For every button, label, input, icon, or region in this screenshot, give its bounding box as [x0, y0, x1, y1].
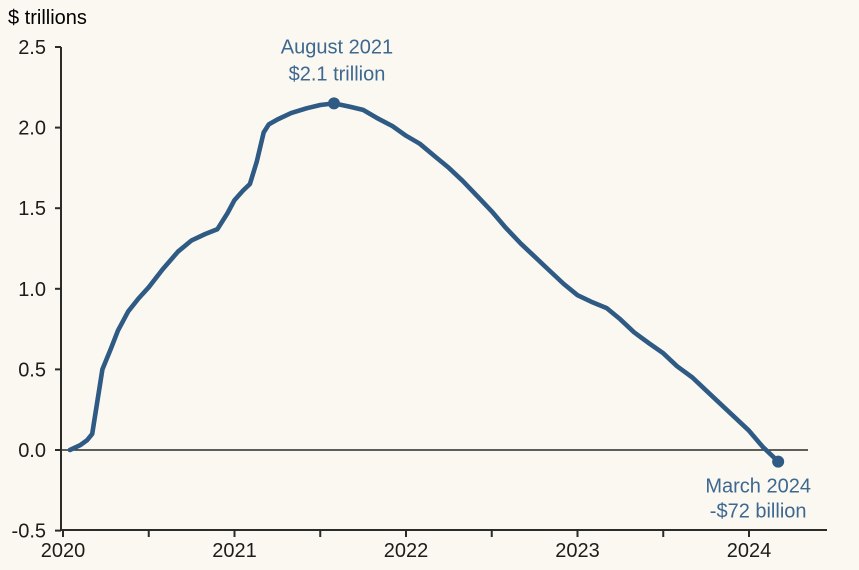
y-axis-tick-label: 0.0	[18, 440, 46, 462]
peak-annotation-line: $2.1 trillion	[289, 63, 386, 85]
y-axis-tick-label: 2.5	[18, 37, 46, 59]
x-axis-tick-label: 2022	[384, 540, 429, 562]
y-axis-unit-label: $ trillions	[8, 7, 87, 29]
y-axis-tick-label: -0.5	[12, 521, 46, 543]
x-axis-tick-label: 2023	[555, 540, 600, 562]
x-axis-tick-label: 2021	[212, 540, 257, 562]
peak-annotation-line: August 2021	[281, 36, 393, 58]
series-line	[67, 101, 781, 464]
end-marker	[772, 455, 785, 468]
x-axis-tick-label: 2020	[41, 540, 86, 562]
y-axis-tick-label: 2.0	[18, 118, 46, 140]
end-annotation-line: March 2024	[705, 476, 811, 498]
end-annotation-line: -$72 billion	[710, 501, 807, 523]
x-axis-tick-label: 2024	[727, 540, 772, 562]
y-axis-tick-label: 0.5	[18, 359, 46, 381]
y-axis-tick-label: 1.5	[18, 198, 46, 220]
peak-marker	[327, 97, 340, 110]
y-axis-tick-label: 1.0	[18, 279, 46, 301]
